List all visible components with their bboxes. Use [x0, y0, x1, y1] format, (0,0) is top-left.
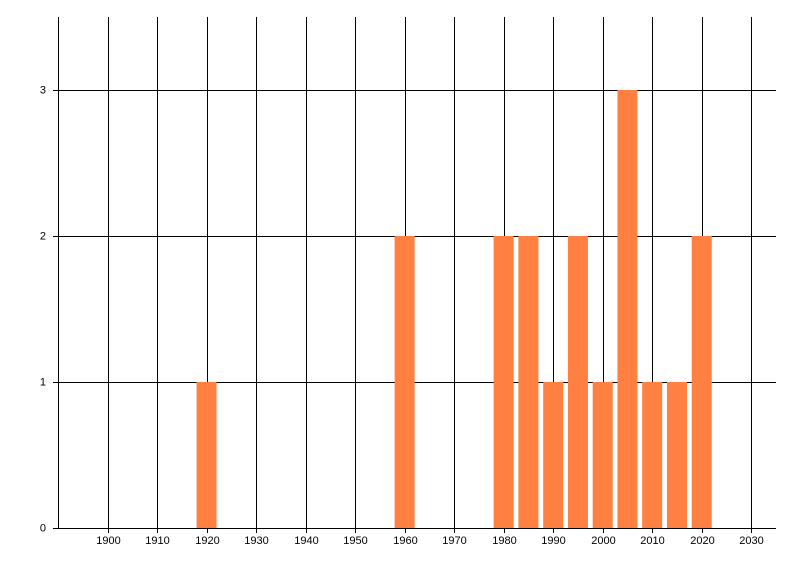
bar [196, 382, 217, 528]
bar [518, 236, 539, 528]
x-tick-label: 2000 [591, 535, 615, 547]
bar [493, 236, 514, 528]
bar [642, 382, 663, 528]
x-tick-label: 1980 [492, 535, 516, 547]
bar [666, 382, 687, 528]
bar [592, 382, 613, 528]
y-tick-label: 0 [40, 522, 46, 534]
bar [617, 90, 638, 528]
x-tick-label: 1900 [96, 535, 120, 547]
x-tick-label: 1920 [195, 535, 219, 547]
bar [543, 382, 564, 528]
x-tick-label: 1940 [294, 535, 318, 547]
bar [567, 236, 588, 528]
x-tick-label: 1930 [244, 535, 268, 547]
x-tick-label: 1970 [442, 535, 466, 547]
x-tick-label: 1950 [343, 535, 367, 547]
x-tick-label: 2020 [690, 535, 714, 547]
y-tick-label: 2 [40, 230, 46, 242]
bar [394, 236, 415, 528]
x-tick-label: 1990 [541, 535, 565, 547]
x-tick-label: 2030 [739, 535, 763, 547]
x-tick-label: 1910 [145, 535, 169, 547]
y-tick-label: 3 [40, 84, 46, 96]
x-tick-label: 2010 [640, 535, 664, 547]
y-tick-label: 1 [40, 376, 46, 388]
bar [691, 236, 712, 528]
x-tick-label: 1960 [393, 535, 417, 547]
